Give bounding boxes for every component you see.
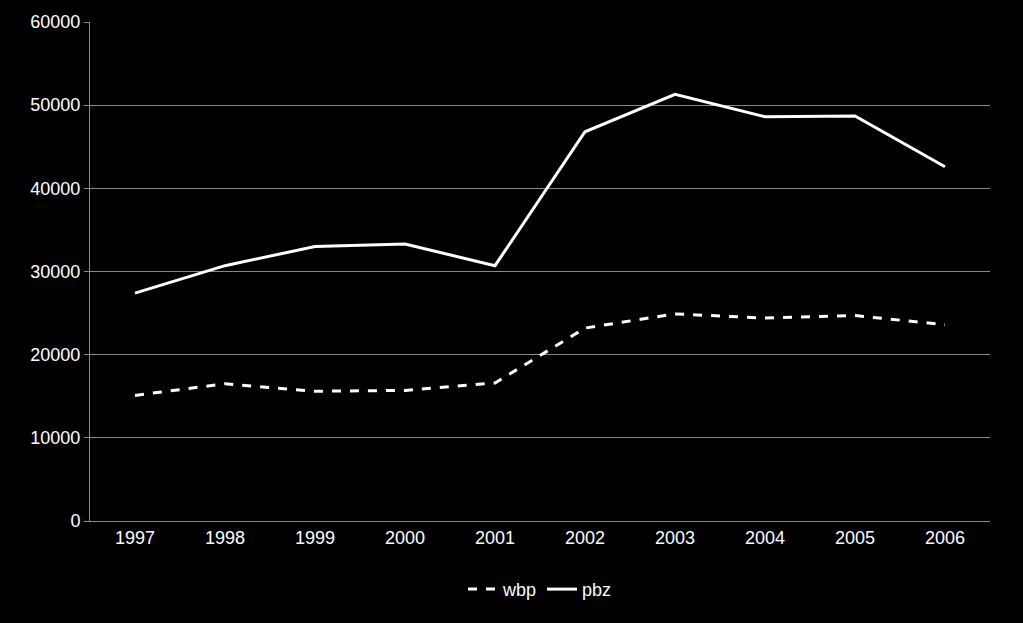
svg-text:0: 0 <box>70 511 80 531</box>
svg-text:60000: 60000 <box>30 12 80 32</box>
svg-text:1999: 1999 <box>295 528 335 548</box>
svg-text:2002: 2002 <box>565 528 605 548</box>
svg-text:2003: 2003 <box>655 528 695 548</box>
svg-text:1997: 1997 <box>115 528 155 548</box>
svg-text:50000: 50000 <box>30 95 80 115</box>
svg-text:2004: 2004 <box>745 528 785 548</box>
svg-text:1998: 1998 <box>205 528 245 548</box>
svg-text:2000: 2000 <box>385 528 425 548</box>
svg-text:40000: 40000 <box>30 179 80 199</box>
svg-text:2006: 2006 <box>925 528 965 548</box>
svg-text:2001: 2001 <box>475 528 515 548</box>
svg-text:20000: 20000 <box>30 345 80 365</box>
svg-text:2005: 2005 <box>835 528 875 548</box>
svg-text:30000: 30000 <box>30 262 80 282</box>
svg-text:pbz: pbz <box>582 580 611 600</box>
svg-text:wbp: wbp <box>502 580 536 600</box>
svg-text:10000: 10000 <box>30 428 80 448</box>
